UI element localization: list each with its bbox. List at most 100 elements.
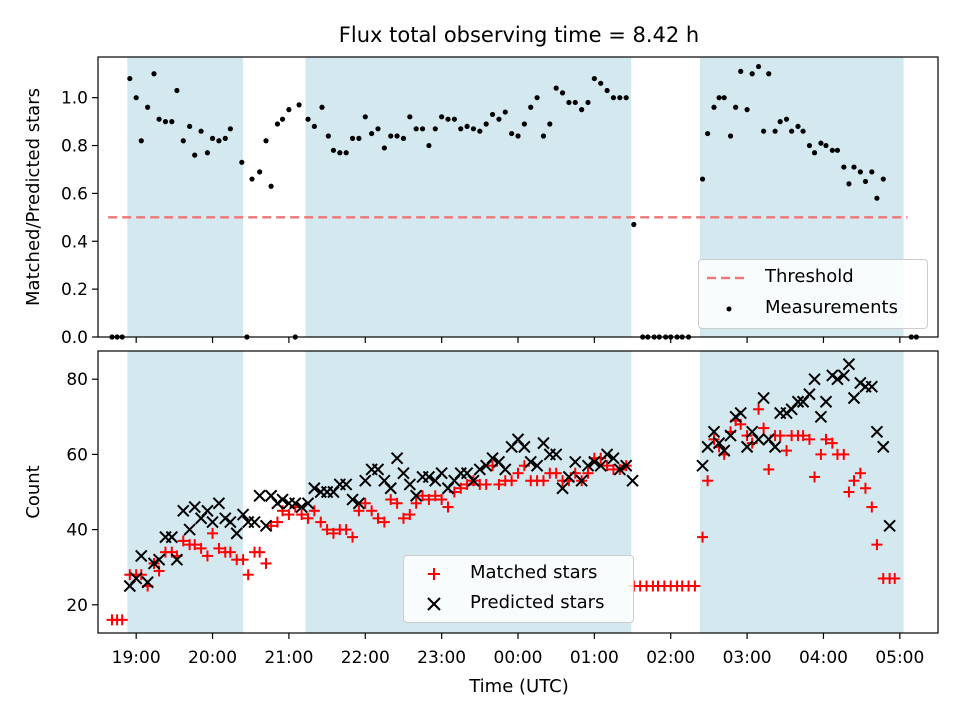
predicted-star-point (707, 425, 721, 439)
measurement-point (818, 140, 824, 146)
ratio-measurement-points (109, 63, 919, 340)
matched-star-point (781, 445, 793, 457)
measurement-point (325, 133, 331, 139)
predicted-star-point (808, 372, 821, 386)
measurement-point (772, 128, 778, 134)
measurement-point (413, 126, 419, 132)
x-axis-label: Time (UTC) (468, 676, 569, 697)
predicted-star-point (607, 451, 620, 465)
predicted-star-point (819, 395, 833, 408)
matched-star-point (340, 524, 352, 536)
figure-title: Flux total observing time = 8.42 h (339, 23, 699, 47)
measurement-point (356, 135, 362, 141)
measurement-point (419, 126, 426, 132)
count-y-axis-label: Count (23, 465, 44, 518)
matched-star-point (177, 535, 189, 547)
y-tick-label: 0.6 (61, 184, 88, 204)
matched-star-point (803, 433, 815, 445)
measurement-point (851, 164, 857, 170)
matched-star-point (889, 572, 901, 584)
matched-star-point (753, 403, 765, 415)
measurement-point (509, 130, 515, 137)
predicted-star-point (734, 406, 747, 420)
shaded-interval-3 (700, 351, 904, 633)
matched-star-point (582, 467, 594, 479)
count-panel: 20 40 60 80 19:00 20:00 21:00 22:00 23:00 00:00 0… (23, 350, 939, 697)
matched-star-point (201, 550, 213, 562)
measurement-point (451, 116, 457, 122)
measurement-point (716, 95, 722, 101)
measurement-point (553, 85, 559, 91)
measurement-point (598, 80, 604, 86)
x-tick-label: 02:00 (646, 648, 695, 668)
measurement-point (458, 126, 464, 132)
predicted-star-point (206, 515, 219, 529)
measurement-point (795, 123, 801, 130)
measurement-point (216, 138, 222, 144)
matched-star-point (797, 430, 809, 442)
measurement-point (180, 138, 186, 144)
measurement-point (464, 123, 470, 130)
measurement-point (744, 107, 750, 113)
measurement-point (591, 75, 597, 82)
measurement-point (777, 119, 783, 125)
measurement-point (133, 95, 139, 101)
measurement-point (547, 121, 553, 127)
predicted-star-point (594, 459, 607, 472)
measurement-point (711, 104, 717, 110)
x-tick-label: 19:00 (112, 648, 161, 668)
y-tick-label: 1.0 (61, 89, 88, 109)
predicted-star-point (814, 410, 828, 424)
measurement-point (566, 99, 572, 106)
legend-label-predicted: Predicted stars (470, 592, 605, 613)
matched-star-point (843, 486, 855, 498)
measurement-point (528, 104, 534, 110)
matched-star-point (442, 501, 454, 513)
measurement-point (623, 95, 629, 101)
measurement-point (477, 128, 483, 134)
matched-star-point (601, 460, 613, 472)
measurement-point (869, 169, 875, 175)
measurement-point (502, 109, 508, 115)
matched-star-point (224, 546, 236, 558)
matched-star-point (455, 482, 467, 494)
matched-star-point (347, 531, 359, 543)
measurement-point (362, 114, 368, 120)
predicted-star-point (183, 523, 196, 536)
measurement-point (268, 183, 274, 189)
x-tick-label: 00:00 (494, 648, 543, 668)
matched-star-point (213, 542, 225, 554)
y-tick-label: 60 (66, 445, 88, 465)
matched-star-point (397, 512, 409, 524)
measurement-point (286, 107, 292, 113)
matched-star-point (237, 554, 249, 566)
predicted-star-point (556, 482, 569, 495)
matched-star-point (820, 433, 832, 445)
predicted-star-point (403, 478, 417, 491)
predicted-star-point (883, 519, 896, 533)
matched-star-point (423, 494, 435, 506)
predicted-star-point (259, 519, 273, 533)
count-legend: Matched stars Predicted stars (403, 555, 634, 623)
measurement-point (227, 126, 233, 132)
ratio-y-ticks: 0.0 0.2 0.4 0.6 0.8 1.0 (61, 89, 98, 348)
matched-star-point (404, 509, 416, 521)
predicted-legend-key (427, 597, 441, 611)
predicted-star-point (537, 436, 550, 450)
measurement-point (222, 135, 228, 141)
matched-star-point (697, 531, 709, 543)
predicted-star-point (575, 474, 588, 487)
measurement-point (829, 147, 835, 153)
shaded-interval-1 (127, 57, 244, 337)
predicted-star-point (473, 463, 487, 476)
measurement-point (204, 150, 211, 156)
measurement-point (489, 111, 496, 118)
matched-star-point (506, 475, 518, 487)
predicted-star-point (757, 391, 770, 405)
predicted-star-point (626, 474, 639, 487)
matched-star-point (385, 494, 397, 506)
predicted-star-point (467, 474, 480, 487)
x-tick-label: 22:00 (341, 648, 390, 668)
predicted-star-point (768, 440, 782, 454)
predicted-star-point (486, 451, 499, 465)
